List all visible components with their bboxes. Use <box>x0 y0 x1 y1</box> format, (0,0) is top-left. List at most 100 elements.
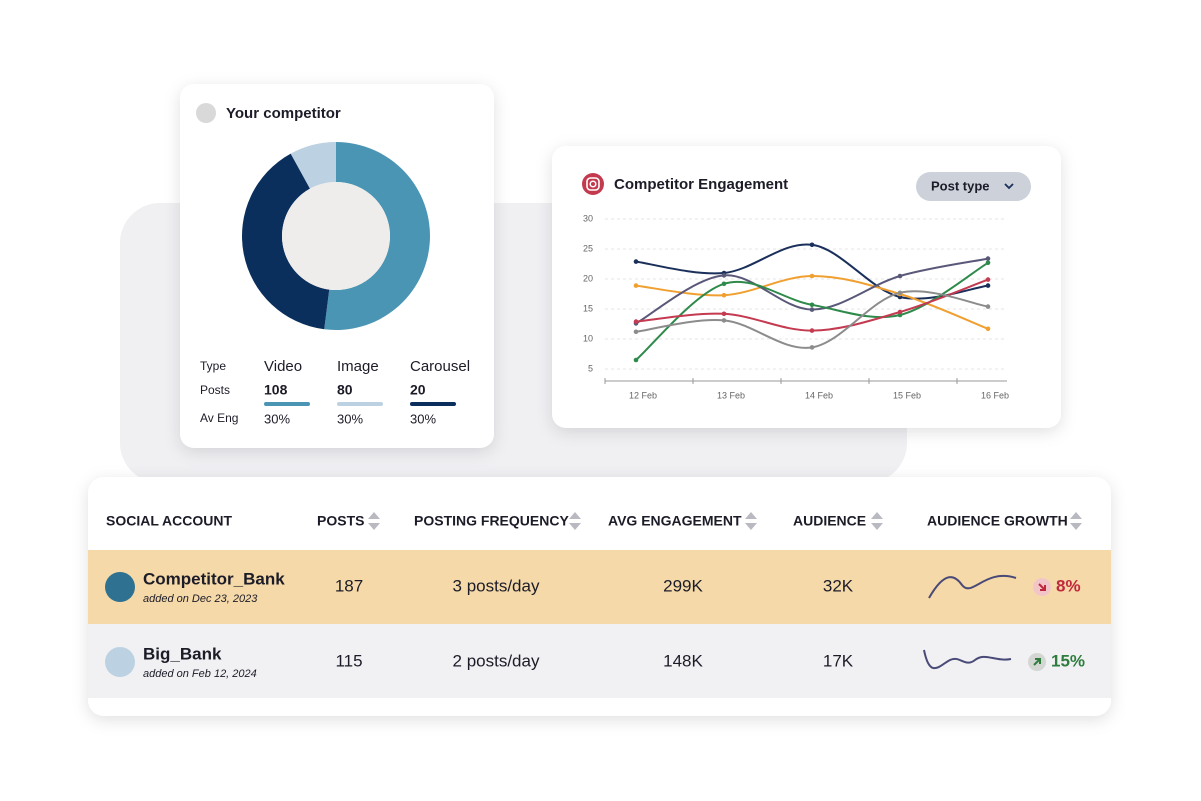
avatar <box>196 103 216 123</box>
y-tick-label: 20 <box>583 273 593 283</box>
legend-engagement: 30% <box>264 411 290 426</box>
cell-posts: 115 <box>335 651 362 670</box>
x-tick-label: 14 Feb <box>805 390 833 400</box>
cell-posts: 187 <box>335 576 363 595</box>
account-name: Competitor_Bank <box>143 569 285 588</box>
account-name: Big_Bank <box>143 644 222 663</box>
row-highlight <box>88 550 1111 624</box>
y-tick-label: 30 <box>583 213 593 223</box>
series-point <box>721 318 727 323</box>
series-point <box>721 311 727 317</box>
series-point <box>721 292 727 298</box>
cell-frequency: 3 posts/day <box>453 576 540 595</box>
series-point <box>985 260 991 266</box>
series-point <box>985 304 991 309</box>
series-point <box>809 273 815 279</box>
donut-slice <box>241 153 330 330</box>
legend-bar <box>264 402 310 406</box>
legend-type: Carousel <box>410 358 470 375</box>
sparkline <box>928 575 1017 599</box>
cell-audience: 32K <box>823 576 854 595</box>
sort-icon[interactable] <box>1070 512 1082 530</box>
series-point <box>985 283 991 288</box>
dropdown[interactable] <box>916 172 1031 201</box>
legend-bar <box>337 402 383 406</box>
series-point <box>721 273 727 278</box>
donut-slice <box>290 142 336 189</box>
series-point <box>633 259 639 264</box>
cell-engagement: 148K <box>663 651 703 670</box>
legend-engagement: 30% <box>410 411 436 426</box>
instagram-glyph <box>589 180 597 188</box>
series-point <box>633 329 639 335</box>
column-header: SOCIAL ACCOUNT <box>106 513 232 529</box>
series-point <box>809 328 815 333</box>
series-point <box>633 357 639 363</box>
column-header: AUDIENCE <box>793 513 866 529</box>
growth-value: 8% <box>1056 576 1081 595</box>
sort-icon[interactable] <box>569 512 581 530</box>
cell-audience: 17K <box>823 651 854 670</box>
account-avatar <box>105 647 135 677</box>
y-tick-label: 15 <box>583 303 593 313</box>
series-point <box>633 319 639 324</box>
column-header: AVG ENGAGEMENT <box>608 513 742 529</box>
row-label: Posts <box>200 383 230 397</box>
row-label: Av Eng <box>200 411 238 425</box>
series-point <box>897 290 903 296</box>
legend-type: Video <box>264 358 302 375</box>
card-title: Competitor Engagement <box>614 176 788 193</box>
chevron <box>1004 183 1014 190</box>
sparkline <box>923 649 1012 670</box>
account-avatar <box>105 572 135 602</box>
cell-frequency: 2 posts/day <box>453 651 540 670</box>
column-header: POSTS <box>317 513 364 529</box>
x-tick-label: 13 Feb <box>717 390 745 400</box>
account-added: added on Dec 23, 2023 <box>143 593 258 605</box>
sort-icon[interactable] <box>745 512 757 530</box>
column-header: POSTING FREQUENCY <box>414 513 569 529</box>
donut-hole <box>282 182 390 290</box>
series-point <box>809 345 815 350</box>
series-point <box>809 302 815 308</box>
card-title: Your competitor <box>226 105 341 122</box>
legend-type: Image <box>337 358 379 375</box>
y-tick-label: 10 <box>583 333 593 343</box>
series-point <box>897 309 903 315</box>
series-point <box>985 326 991 332</box>
series-point <box>985 277 991 282</box>
series-point <box>809 307 815 312</box>
legend-bar <box>410 402 456 406</box>
y-tick-label: 25 <box>583 243 593 253</box>
x-tick-label: 12 Feb <box>629 390 657 400</box>
cell-engagement: 299K <box>663 576 703 595</box>
x-tick-label: 16 Feb <box>981 390 1009 400</box>
growth-value: 15% <box>1051 651 1085 670</box>
y-tick-label: 5 <box>588 363 593 373</box>
table-card: SOCIAL ACCOUNT POSTS POSTING FREQUENCY AVG … <box>88 477 1111 716</box>
trend-arrow <box>1033 658 1041 666</box>
instagram-glyph <box>586 177 600 191</box>
account-added: added on Feb 12, 2024 <box>143 668 257 680</box>
legend-posts: 20 <box>410 382 426 398</box>
sort-icon[interactable] <box>368 512 380 530</box>
row-bg <box>88 624 1111 698</box>
card <box>552 146 1061 428</box>
legend-posts: 80 <box>337 382 353 398</box>
legend-engagement: 30% <box>337 411 363 426</box>
series-point <box>985 256 991 261</box>
trend-arrow <box>1038 583 1046 591</box>
line-card: Competitor Engagement Post type 5 10 15 20 2… <box>552 146 1061 428</box>
sort-icon[interactable] <box>871 512 883 530</box>
series-point <box>809 242 815 248</box>
series-point <box>897 273 903 279</box>
row-label: Type <box>200 359 226 373</box>
donut-slice <box>324 142 430 330</box>
legend-posts: 108 <box>264 382 288 398</box>
series-point <box>721 281 727 287</box>
dropdown-label[interactable]: Post type <box>931 178 990 193</box>
donut-card: Your competitor Type Posts Av Eng Video 1… <box>180 84 494 448</box>
column-header: AUDIENCE GROWTH <box>927 513 1068 529</box>
